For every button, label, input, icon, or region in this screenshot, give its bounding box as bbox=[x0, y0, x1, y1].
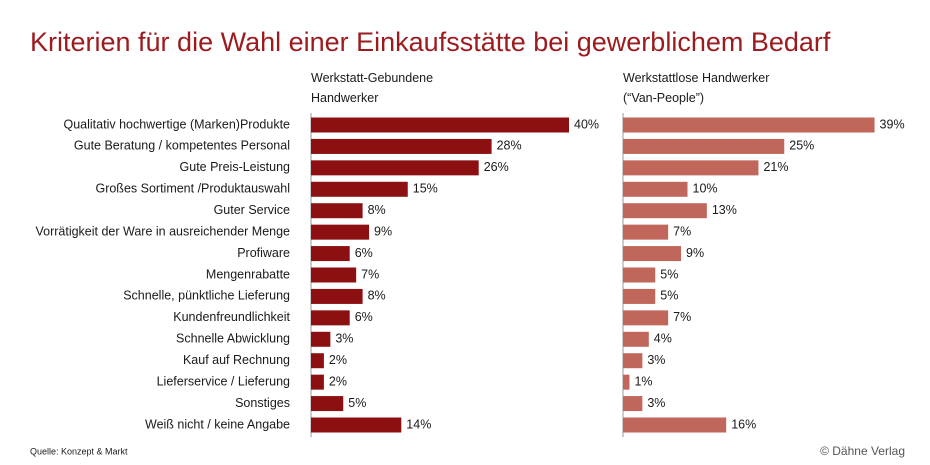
value-label: 16% bbox=[731, 417, 756, 431]
bar bbox=[623, 417, 727, 433]
value-label: 1% bbox=[634, 374, 652, 388]
bar bbox=[623, 138, 785, 154]
bar bbox=[311, 267, 357, 283]
source: Quelle: Konzept & Markt bbox=[30, 446, 128, 456]
category-label: Mengenrabatte bbox=[206, 267, 290, 281]
category-label: Schnelle, pünktliche Lieferung bbox=[123, 289, 290, 303]
value-label: 13% bbox=[712, 203, 737, 217]
value-label: 2% bbox=[329, 353, 347, 367]
bar bbox=[623, 224, 669, 240]
value-label: 28% bbox=[497, 139, 522, 153]
value-label: 5% bbox=[660, 267, 678, 281]
category-label: Schnelle Abwicklung bbox=[176, 332, 290, 346]
bar bbox=[623, 288, 656, 304]
bar bbox=[311, 181, 408, 197]
bar bbox=[623, 310, 669, 326]
value-label: 14% bbox=[406, 417, 431, 431]
bar bbox=[311, 160, 479, 176]
bar bbox=[311, 353, 324, 369]
bar bbox=[623, 267, 656, 283]
value-label: 7% bbox=[361, 267, 379, 281]
bar bbox=[311, 138, 492, 154]
category-label: Gute Beratung / kompetentes Personal bbox=[74, 139, 290, 153]
credit: © Dähne Verlag bbox=[820, 444, 905, 458]
value-label: 6% bbox=[355, 246, 373, 260]
bar bbox=[311, 246, 350, 262]
bar bbox=[311, 203, 363, 219]
bar bbox=[311, 417, 402, 433]
bar bbox=[623, 181, 688, 197]
bar bbox=[623, 353, 643, 369]
category-label: Weiß nicht / keine Angabe bbox=[145, 417, 290, 431]
value-label: 8% bbox=[368, 203, 386, 217]
value-label: 21% bbox=[763, 160, 788, 174]
series-header: Werkstattlose Handwerker (“Van-People”) bbox=[623, 71, 770, 105]
bar bbox=[311, 117, 569, 133]
value-label: 5% bbox=[660, 289, 678, 303]
value-label: 15% bbox=[413, 182, 438, 196]
value-label: 3% bbox=[335, 332, 353, 346]
bar bbox=[311, 374, 324, 390]
category-label: Qualitativ hochwertige (Marken)Produkte bbox=[64, 117, 291, 131]
value-label: 9% bbox=[374, 224, 392, 238]
bar bbox=[623, 331, 649, 347]
category-label: Vorrätigkeit der Ware in ausreichender M… bbox=[35, 224, 290, 238]
category-label: Sonstiges bbox=[235, 396, 290, 410]
category-label: Kundenfreundlichkeit bbox=[173, 310, 290, 324]
bar bbox=[623, 396, 643, 412]
bar bbox=[623, 374, 630, 390]
value-label: 40% bbox=[574, 117, 599, 131]
value-label: 7% bbox=[673, 224, 691, 238]
value-label: 10% bbox=[693, 182, 718, 196]
value-label: 25% bbox=[789, 139, 814, 153]
category-label: Guter Service bbox=[214, 203, 290, 217]
value-label: 7% bbox=[673, 310, 691, 324]
value-label: 26% bbox=[484, 160, 509, 174]
value-label: 39% bbox=[880, 117, 905, 131]
bar bbox=[311, 288, 363, 304]
category-label: Gute Preis-Leistung bbox=[180, 160, 291, 174]
bar bbox=[623, 246, 682, 262]
bar bbox=[311, 310, 350, 326]
value-label: 3% bbox=[647, 353, 665, 367]
chart-title: Kriterien für die Wahl einer Einkaufsstä… bbox=[30, 27, 831, 57]
bar bbox=[623, 203, 707, 219]
category-label: Großes Sortiment /Produktauswahl bbox=[95, 182, 290, 196]
value-label: 6% bbox=[355, 310, 373, 324]
value-label: 2% bbox=[329, 374, 347, 388]
category-label: Lieferservice / Lieferung bbox=[157, 374, 290, 388]
bar bbox=[311, 396, 344, 412]
bar bbox=[311, 224, 370, 240]
category-label: Profiware bbox=[237, 246, 290, 260]
bar bbox=[311, 331, 331, 347]
series-header: Werkstatt-Gebundene Handwerker bbox=[311, 71, 434, 105]
bar bbox=[623, 117, 875, 133]
value-label: 8% bbox=[368, 289, 386, 303]
value-label: 5% bbox=[348, 396, 366, 410]
value-label: 4% bbox=[654, 332, 672, 346]
value-label: 3% bbox=[647, 396, 665, 410]
bar bbox=[623, 160, 759, 176]
category-label: Kauf auf Rechnung bbox=[183, 353, 290, 367]
value-label: 9% bbox=[686, 246, 704, 260]
